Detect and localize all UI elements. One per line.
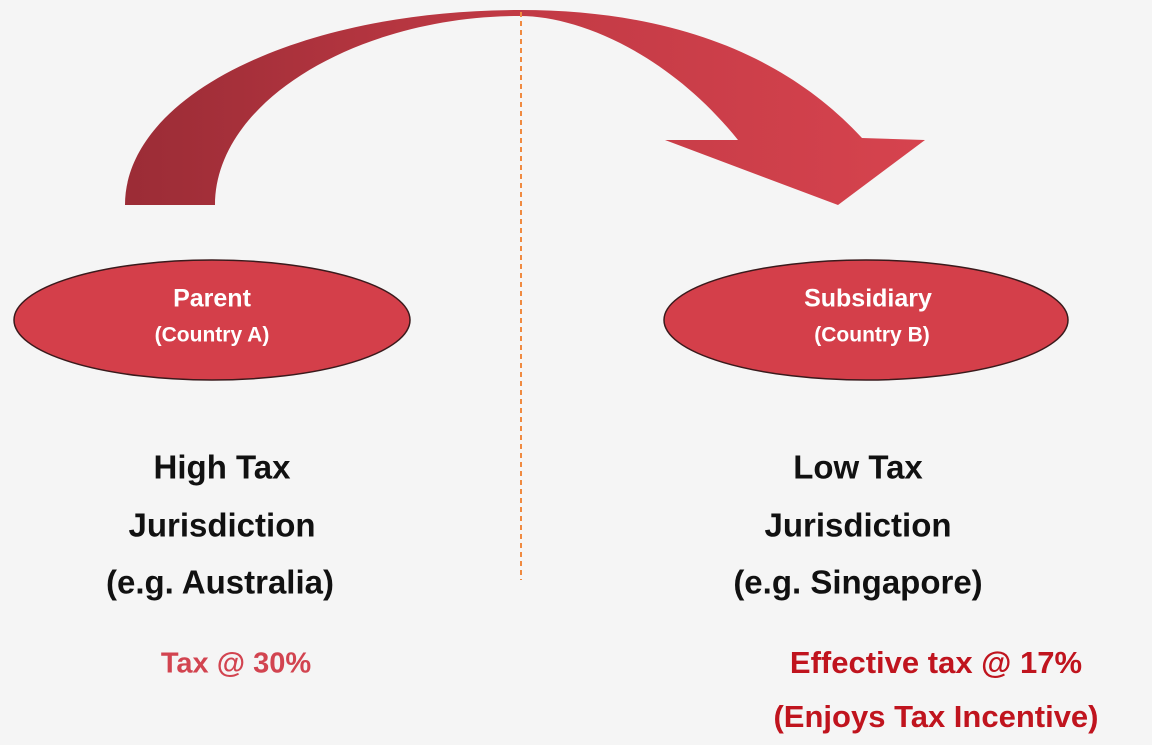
tax-rate: Tax @ 30%	[161, 648, 311, 680]
subsidiary-node	[663, 259, 1069, 381]
description-line: High Tax	[154, 449, 292, 486]
tax-rate: (Enjoys Tax Incentive)	[773, 699, 1098, 734]
description-line: Low Tax	[793, 449, 923, 486]
description-line: (e.g. Australia)	[106, 564, 334, 601]
description-line: Jurisdiction	[764, 507, 951, 544]
description-line: Jurisdiction	[128, 507, 315, 544]
node-subtitle: (Country A)	[155, 324, 270, 347]
description-line: (e.g. Singapore)	[733, 564, 982, 601]
node-subtitle: (Country B)	[814, 324, 929, 347]
node-title: Subsidiary	[804, 285, 932, 313]
transfer-arrow	[125, 10, 925, 205]
tax-rate: Effective tax @ 17%	[790, 645, 1082, 680]
parent-node	[13, 259, 411, 381]
node-title: Parent	[173, 285, 251, 313]
